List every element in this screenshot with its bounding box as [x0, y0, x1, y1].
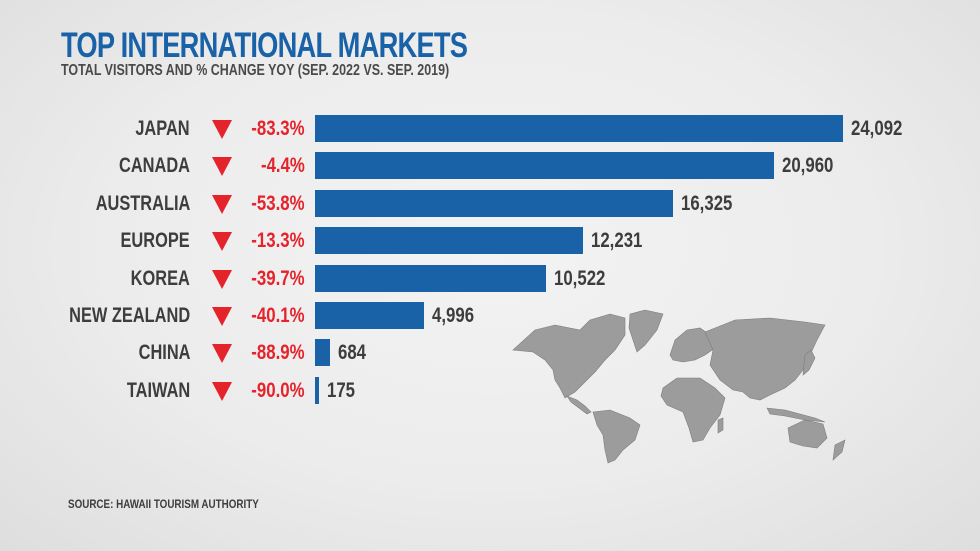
chart-row: CHINA -88.9% 684 — [0, 339, 980, 367]
market-label: AUSTRALIA — [95, 191, 190, 215]
bar — [315, 302, 424, 329]
chart-row: CANADA -4.4% 20,960 — [0, 152, 980, 180]
visitor-count: 12,231 — [591, 229, 643, 253]
triangle-down-icon — [212, 157, 232, 177]
market-label: TAIWAN — [126, 378, 190, 402]
visitor-count: 684 — [338, 341, 367, 365]
chart-row: NEW ZEALAND -40.1% 4,996 — [0, 302, 980, 329]
world-map-icon — [512, 309, 846, 464]
chart-row: TAIWAN -90.0% 175 — [0, 376, 980, 404]
chart-row: KOREA -39.7% 10,522 — [0, 264, 980, 292]
chart-title: TOP INTERNATIONAL MARKETS — [61, 26, 468, 65]
pct-change: -13.3% — [251, 229, 305, 253]
chart-row: AUSTRALIA -53.8% 16,325 — [0, 189, 980, 217]
visitor-count: 175 — [327, 378, 356, 402]
triangle-down-icon — [212, 344, 232, 364]
triangle-down-icon — [212, 194, 232, 214]
bar — [315, 152, 774, 180]
market-label: KOREA — [130, 266, 190, 290]
pct-change: -4.4% — [261, 154, 305, 178]
chart-subtitle: TOTAL VISITORS AND % CHANGE YOY (SEP. 20… — [61, 62, 450, 79]
pct-change: -90.0% — [251, 378, 305, 402]
triangle-down-icon — [212, 232, 232, 252]
bar — [315, 376, 319, 404]
bar — [315, 227, 583, 255]
pct-change: -53.8% — [251, 191, 305, 215]
pct-change: -40.1% — [251, 304, 305, 327]
visitor-count: 4,996 — [432, 304, 475, 327]
bar — [315, 189, 673, 217]
triangle-down-icon — [212, 269, 232, 289]
bar — [315, 115, 843, 142]
triangle-down-icon — [212, 381, 232, 401]
pct-change: -83.3% — [251, 117, 305, 140]
market-label: EUROPE — [120, 229, 190, 253]
market-label: JAPAN — [135, 117, 190, 140]
visitor-count: 24,092 — [851, 117, 903, 140]
bar — [315, 264, 546, 292]
market-label: CANADA — [119, 154, 190, 178]
chart-row: JAPAN -83.3% 24,092 — [0, 115, 980, 142]
pct-change: -39.7% — [251, 266, 305, 290]
market-label: NEW ZEALAND — [68, 304, 190, 327]
source-note: SOURCE: HAWAII TOURISM AUTHORITY — [68, 497, 259, 511]
triangle-down-icon — [212, 307, 232, 326]
visitor-count: 20,960 — [782, 154, 834, 178]
bar — [315, 339, 330, 367]
triangle-down-icon — [212, 120, 232, 139]
visitor-count: 10,522 — [554, 266, 606, 290]
visitor-count: 16,325 — [681, 191, 733, 215]
pct-change: -88.9% — [251, 341, 305, 365]
chart-row: EUROPE -13.3% 12,231 — [0, 227, 980, 255]
market-label: CHINA — [138, 341, 190, 365]
